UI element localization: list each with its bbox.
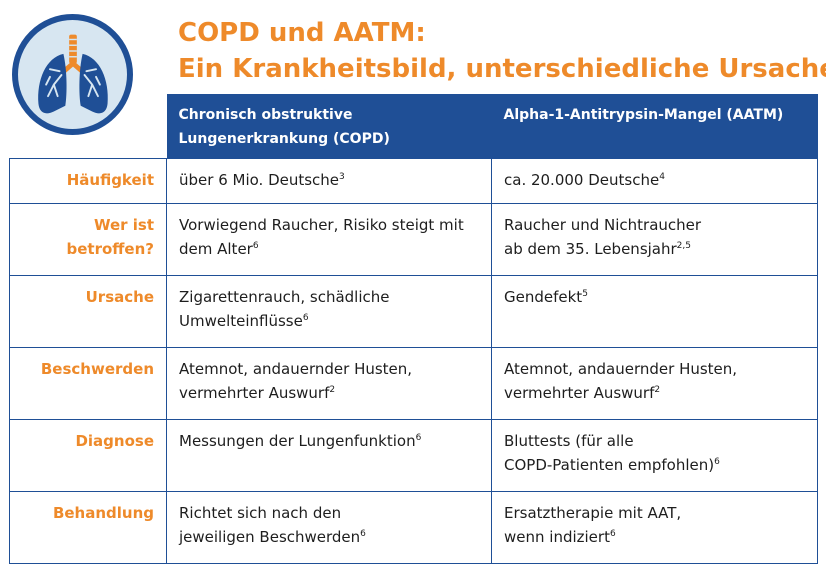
table-row: Ursache Zigarettenrauch, schädliche Umwe… — [9, 274, 818, 348]
copd-cell: Messungen der Lungenfunktion6 — [166, 418, 492, 492]
aatm-cell-line-1: ca. 20.000 Deutsche4 — [504, 170, 665, 189]
copd-cell-line-2: jeweiligen Beschwerden6 — [179, 527, 366, 546]
copd-cell: Vorwiegend Raucher, Risiko steigt mit de… — [166, 202, 492, 276]
footnote-ref: 6 — [609, 528, 616, 539]
copd-cell: Atemnot, andauernder Husten, vermehrter … — [166, 346, 492, 420]
row-label-line-1: Diagnose — [75, 431, 154, 450]
aatm-cell-line-2: COPD-Patienten empfohlen)6 — [504, 455, 720, 474]
copd-cell: Richtet sich nach den jeweiligen Beschwe… — [166, 490, 492, 564]
table-row: Diagnose Messungen der Lungenfunktion6 B… — [9, 418, 818, 492]
copd-cell-line-1: über 6 Mio. Deutsche3 — [179, 170, 345, 189]
lungs-logo — [12, 14, 133, 135]
table-row: Behandlung Richtet sich nach den jeweili… — [9, 490, 818, 564]
header-empty-cell — [10, 94, 167, 158]
row-label-line-1: Wer ist — [93, 215, 154, 234]
row-label-line-1: Beschwerden — [40, 359, 154, 378]
footnote-ref: 6 — [302, 312, 309, 323]
copd-cell-line-1: Messungen der Lungenfunktion6 — [179, 431, 422, 450]
footnote-ref: 2,5 — [676, 240, 691, 251]
aatm-cell-line-1: Ersatztherapie mit AAT, — [504, 503, 682, 522]
aatm-cell-line-1: Raucher und Nichtraucher — [504, 215, 702, 234]
footnote-ref: 6 — [360, 528, 366, 539]
aatm-cell: Gendefekt5 — [491, 274, 818, 348]
table-row: Beschwerden Atemnot, andauernder Husten,… — [9, 346, 818, 420]
row-label: Ursache — [9, 274, 167, 348]
footnote-ref: 2 — [654, 384, 661, 395]
aatm-cell-line-1: Bluttests (für alle — [504, 431, 634, 450]
copd-cell-line-2: vermehrter Auswurf2 — [179, 383, 336, 402]
title-line-1: COPD und AATM: — [178, 18, 426, 48]
footnote-ref: 3 — [339, 171, 345, 182]
copd-cell-line-1: Richtet sich nach den — [179, 503, 342, 522]
header-copd-line-2: Lungenerkrankung (COPD) — [178, 131, 390, 147]
row-label: Häufigkeit — [9, 157, 167, 204]
aatm-cell: Raucher und Nichtraucher ab dem 35. Lebe… — [491, 202, 818, 276]
footnote-ref: 6 — [415, 432, 422, 443]
footnote-ref: 5 — [582, 288, 588, 299]
aatm-cell: ca. 20.000 Deutsche4 — [491, 157, 818, 204]
aatm-cell: Bluttests (für alle COPD-Patienten empfo… — [491, 418, 818, 492]
row-label-line-1: Ursache — [85, 287, 154, 306]
comparison-table: Chronisch obstruktive Lungenerkrankung (… — [9, 94, 818, 564]
row-label: Beschwerden — [9, 346, 167, 420]
copd-cell-line-1: Atemnot, andauernder Husten, — [179, 359, 413, 378]
header-copd: Chronisch obstruktive Lungenerkrankung (… — [166, 94, 492, 158]
copd-cell-line-1: Vorwiegend Raucher, Risiko steigt mit — [179, 215, 464, 234]
copd-cell-line-1: Zigarettenrauch, schädliche — [179, 287, 390, 306]
row-label: Wer ist betroffen? — [9, 202, 167, 276]
footnote-ref: 2 — [329, 384, 336, 395]
aatm-cell-line-1: Atemnot, andauernder Husten, — [504, 359, 738, 378]
row-label-line-1: Behandlung — [52, 503, 154, 522]
row-label: Diagnose — [9, 418, 167, 492]
aatm-cell-line-2: vermehrter Auswurf2 — [504, 383, 661, 402]
aatm-cell-line-2: wenn indiziert6 — [504, 527, 616, 546]
copd-cell: Zigarettenrauch, schädliche Umwelteinflü… — [166, 274, 492, 348]
footnote-ref: 6 — [714, 456, 720, 467]
copd-cell-line-2: Umwelteinflüsse6 — [179, 311, 309, 330]
header-copd-line-1: Chronisch obstruktive — [178, 107, 353, 123]
aatm-cell-line-2: ab dem 35. Lebensjahr2,5 — [504, 239, 691, 258]
copd-cell: über 6 Mio. Deutsche3 — [166, 157, 492, 204]
header-aatm-label: Alpha-1-Antitrypsin-Mangel (AATM) — [503, 107, 784, 123]
row-label-line-2: betroffen? — [66, 239, 155, 258]
lungs-icon — [37, 34, 108, 113]
header-aatm: Alpha-1-Antitrypsin-Mangel (AATM) — [491, 94, 818, 158]
aatm-cell: Atemnot, andauernder Husten, vermehrter … — [491, 346, 818, 420]
copd-cell-line-2: dem Alter6 — [179, 239, 259, 258]
footnote-ref: 6 — [252, 240, 259, 251]
page-title: COPD und AATM: Ein Krankheitsbild, unter… — [178, 15, 826, 87]
footnote-ref: 4 — [659, 171, 665, 182]
title-line-2: Ein Krankheitsbild, unterschiedliche Urs… — [178, 54, 826, 84]
table-row: Wer ist betroffen? Vorwiegend Raucher, R… — [9, 202, 818, 276]
row-label: Behandlung — [9, 490, 167, 564]
aatm-cell: Ersatztherapie mit AAT, wenn indiziert6 — [491, 490, 818, 564]
row-label-line-1: Häufigkeit — [66, 170, 154, 189]
table-row: Häufigkeit über 6 Mio. Deutsche3 ca. 20.… — [9, 157, 818, 204]
table-header-row: Chronisch obstruktive Lungenerkrankung (… — [10, 94, 818, 158]
aatm-cell-line-1: Gendefekt5 — [504, 287, 588, 306]
